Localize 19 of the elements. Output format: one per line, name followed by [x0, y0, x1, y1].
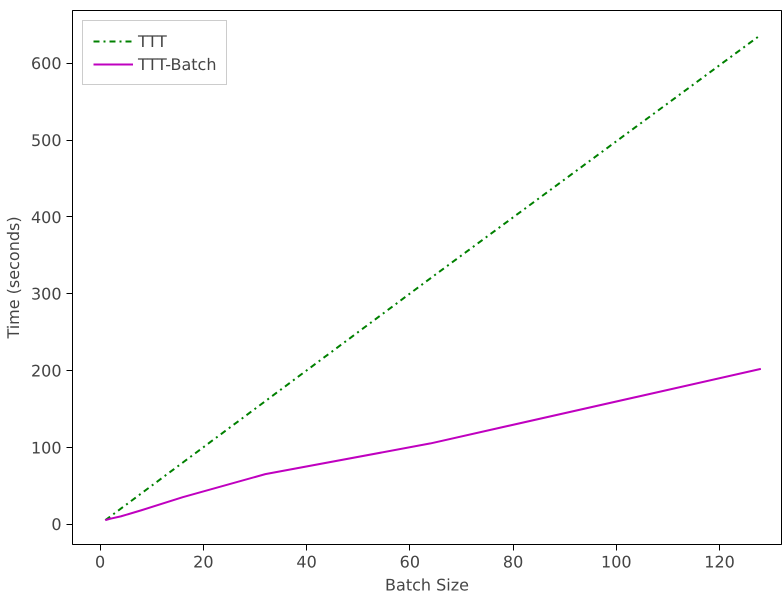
x-tick-label: 40: [296, 552, 317, 572]
legend-label: TTT-Batch: [138, 54, 216, 74]
y-tick-label: 0: [51, 515, 62, 534]
x-tick-label: 0: [95, 552, 106, 572]
y-tick-label: 500: [30, 131, 62, 150]
line-series: [104, 368, 762, 522]
x-tick-label: 20: [193, 552, 214, 572]
y-tick-label: 300: [30, 284, 62, 304]
y-tick-label: 600: [30, 54, 62, 74]
y-tick-label: 100: [30, 438, 62, 458]
y-tick-label: 400: [30, 208, 62, 227]
y-axis-title: Time (seconds): [4, 216, 23, 340]
y-tick-label: 200: [30, 361, 62, 380]
x-tick-label: 120: [704, 552, 735, 572]
x-tick-label: 60: [400, 552, 420, 572]
x-tick-label: 80: [502, 552, 524, 572]
legend-label: TTT: [138, 32, 167, 50]
x-tick-label: 100: [601, 552, 632, 572]
x-axis-title: Batch Size: [385, 576, 469, 594]
